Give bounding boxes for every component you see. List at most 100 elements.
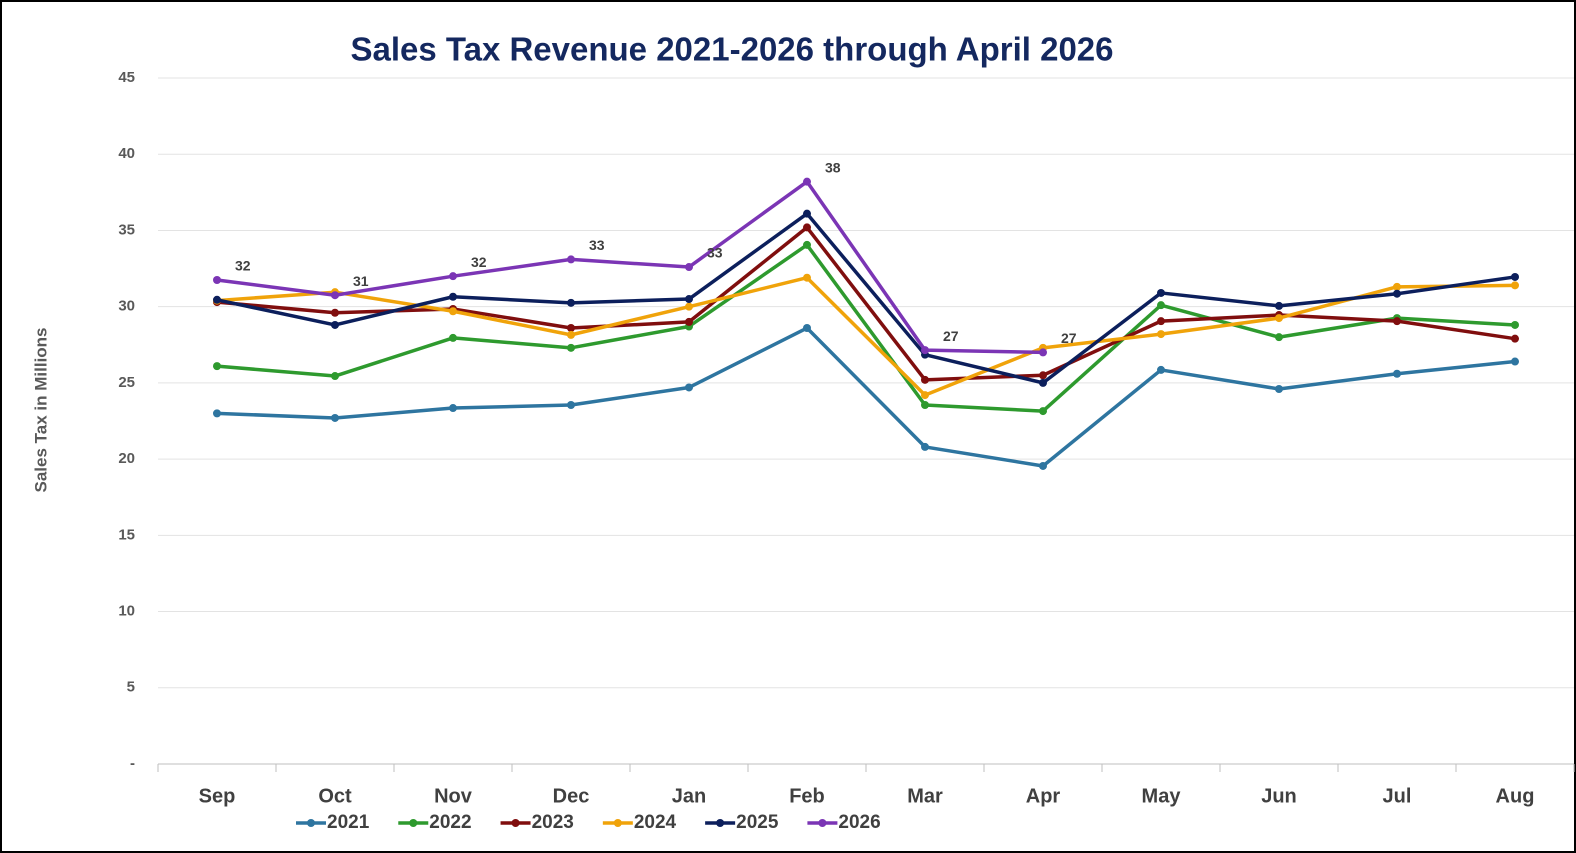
data-point <box>567 324 575 333</box>
data-point <box>449 333 457 342</box>
x-tick-label: Dec <box>553 785 590 807</box>
data-point <box>1039 371 1047 380</box>
legend-label: 2022 <box>429 812 471 833</box>
legend-label: 2025 <box>736 812 779 833</box>
data-point <box>331 308 339 317</box>
series-line <box>216 326 1516 468</box>
legend-label: 2026 <box>838 812 880 833</box>
data-point <box>1039 348 1047 357</box>
data-point <box>685 383 693 392</box>
data-point <box>1157 288 1165 297</box>
x-tick-label: Aug <box>1496 785 1535 807</box>
data-point <box>449 272 457 281</box>
data-point <box>213 362 221 371</box>
data-point <box>1511 272 1519 281</box>
data-point <box>803 209 811 218</box>
data-point <box>1275 301 1283 310</box>
y-tick-label: 45 <box>118 69 135 86</box>
data-point <box>213 409 221 418</box>
data-point <box>1275 333 1283 342</box>
series-line <box>216 275 1516 397</box>
data-point <box>1393 317 1401 326</box>
data-label: 27 <box>943 328 959 344</box>
legend-label: 2023 <box>532 812 574 833</box>
data-point <box>803 324 811 333</box>
y-tick-label: 20 <box>118 450 135 467</box>
x-tick-label: Jul <box>1383 785 1412 807</box>
y-tick-label: 5 <box>127 679 135 696</box>
data-point <box>1157 330 1165 339</box>
y-tick-label: - <box>130 755 135 772</box>
data-point <box>1039 407 1047 416</box>
data-point <box>1157 365 1165 374</box>
data-point <box>685 263 693 272</box>
data-point <box>331 291 339 300</box>
x-tick-label: Oct <box>318 785 352 807</box>
x-tick-label: May <box>1142 785 1182 807</box>
data-point <box>567 255 575 264</box>
legend-marker <box>307 819 315 827</box>
data-point <box>921 375 929 384</box>
data-point <box>803 177 811 186</box>
data-point <box>1157 317 1165 326</box>
x-tick-label: Sep <box>199 785 236 807</box>
data-label: 33 <box>589 237 605 253</box>
data-point <box>803 223 811 232</box>
x-tick-label: Mar <box>907 785 943 807</box>
y-tick-label: 35 <box>118 221 135 238</box>
data-point <box>449 404 457 413</box>
data-label: 32 <box>235 258 251 274</box>
legend-label: 2021 <box>327 812 370 833</box>
x-tick-label: Apr <box>1026 785 1061 807</box>
series-line <box>216 211 1516 385</box>
data-point <box>331 372 339 381</box>
y-tick-label: 25 <box>118 374 135 391</box>
data-point <box>1157 301 1165 310</box>
legend-marker <box>409 819 418 827</box>
chart-title: Sales Tax Revenue 2021-2026 through Apri… <box>350 31 1113 68</box>
legend-label: 2024 <box>634 812 677 833</box>
data-point <box>1511 357 1519 366</box>
data-point <box>1275 384 1283 393</box>
data-label: 38 <box>825 159 841 175</box>
y-axis-label: Sales Tax in Millions <box>31 327 50 492</box>
data-point <box>921 400 929 409</box>
legend-marker <box>818 819 827 827</box>
data-point <box>1511 334 1519 343</box>
data-point <box>213 275 221 284</box>
x-tick-label: Jun <box>1261 785 1297 807</box>
legend-marker <box>613 819 622 827</box>
data-label: 32 <box>471 254 487 270</box>
data-point <box>331 413 339 422</box>
data-point <box>1393 282 1401 291</box>
data-point <box>921 391 929 400</box>
data-point <box>449 292 457 301</box>
data-point <box>1039 378 1047 387</box>
y-tick-label: 30 <box>118 298 135 315</box>
data-point <box>567 298 575 307</box>
y-tick-label: 10 <box>118 603 135 620</box>
data-point <box>213 295 221 304</box>
series-line <box>216 243 1516 413</box>
data-point <box>685 317 693 326</box>
series-line <box>216 179 1044 355</box>
data-point <box>449 307 457 316</box>
data-point <box>803 240 811 249</box>
data-label: 27 <box>1061 330 1077 346</box>
data-point <box>685 295 693 304</box>
data-point <box>1511 320 1519 329</box>
data-point <box>685 302 693 311</box>
data-point <box>1393 369 1401 378</box>
data-label: 31 <box>353 273 369 289</box>
data-point <box>567 400 575 409</box>
data-point <box>331 320 339 329</box>
data-point <box>803 273 811 282</box>
y-tick-label: 40 <box>118 145 135 162</box>
x-tick-label: Feb <box>789 785 825 807</box>
data-point <box>1275 314 1283 323</box>
data-point <box>567 330 575 339</box>
x-tick-label: Nov <box>434 785 473 807</box>
data-label: 33 <box>707 245 723 261</box>
